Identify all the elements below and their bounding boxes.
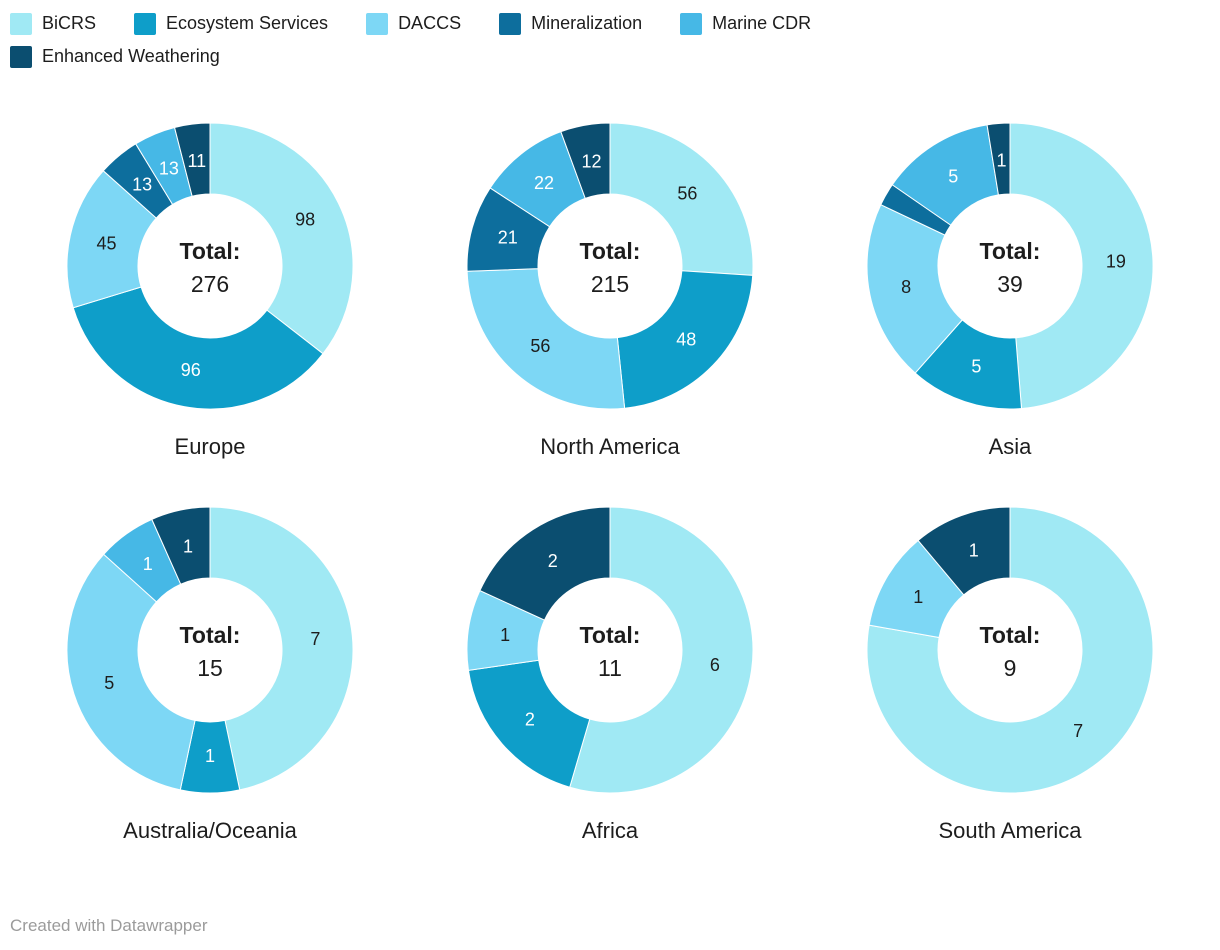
chart-europe: 98 96 45 13 13 11 Total: 276 Europe [10,116,410,462]
slice-value-label: 45 [96,233,116,253]
slice-value-label: 56 [677,184,697,204]
slice-bicrs[interactable] [209,506,354,791]
slice-enhanced-weathering[interactable] [917,506,1011,596]
slice-bicrs[interactable] [569,506,754,794]
slice-value-label: 96 [181,360,201,380]
chart-title: Africa [581,818,639,843]
slice-value-label: 22 [534,173,554,193]
donut-chart-europe: 98 96 45 13 13 11 Total: 276 [66,122,354,410]
slice-value-label: 8 [901,277,911,297]
slice-value-label: 1 [205,746,215,766]
slice-value-label: 2 [525,709,535,729]
chart-australia-oceania: 7 1 5 1 1 Total: 15 Australia/Oceania [10,500,410,846]
total-label: Total: [180,238,241,264]
legend-label: Enhanced Weathering [42,46,220,66]
slice-value-label: 5 [104,673,114,693]
chart-south-america: 7 1 1 Total: 9 South America [810,500,1210,846]
legend-label: BiCRS [42,13,97,33]
legend-label: Marine CDR [712,13,812,33]
donut-chart-africa: 6 2 1 2 Total: 11 [466,506,754,794]
legend-item-enhanced-weathering: Enhanced Weathering [10,45,220,68]
total-label: Total: [980,622,1041,648]
slice-value-label: 2 [548,551,558,571]
legend-swatch [10,12,32,35]
chart-title: Asia [988,434,1032,459]
legend-item-daccs: DACCS [366,12,461,35]
slice-value-label: 5 [948,166,958,186]
legend-swatch [366,12,389,35]
charts-grid: 98 96 45 13 13 11 Total: 276 Europe 56 48 56 21 22 12 T… [10,116,1210,846]
slice-value-label: 7 [310,629,320,649]
slice-value-label: 12 [581,152,601,172]
chart-north-america: 56 48 56 21 22 12 Total: 215 North America [410,116,810,462]
total-value: 276 [191,271,229,297]
slice-value-label: 98 [295,209,315,229]
legend-swatch [134,12,157,35]
slice-value-label: 1 [143,554,153,574]
slice-enhanced-weathering[interactable] [151,506,211,585]
slice-enhanced-weathering[interactable] [986,122,1011,196]
chart-asia: 19 5 8 5 1 Total: 39 Asia [810,116,1210,462]
slice-value-label: 56 [530,336,550,356]
legend-swatch [10,45,32,68]
total-value: 15 [197,655,223,681]
chart-title: Australia/Oceania [123,818,297,843]
total-label: Total: [580,238,641,264]
donut-chart-south-america: 7 1 1 Total: 9 [866,506,1154,794]
slice-value-label: 5 [971,357,981,377]
legend-swatch [680,12,703,35]
slice-ecosystem-services[interactable] [467,659,591,788]
slice-value-label: 1 [913,587,923,607]
chart-title: Europe [174,434,246,459]
slice-enhanced-weathering[interactable] [560,122,611,200]
slice-daccs[interactable] [66,553,196,791]
slice-value-label: 1 [996,150,1006,170]
slice-bicrs[interactable] [609,122,754,276]
legend-label: Mineralization [531,13,643,33]
legend-label: DACCS [398,13,462,33]
total-value: 215 [591,271,629,297]
legend-label: Ecosystem Services [166,13,329,33]
slice-ecosystem-services[interactable] [72,286,324,410]
chart-title: South America [938,818,1082,843]
total-value: 39 [997,271,1023,297]
slice-bicrs[interactable] [866,506,1154,794]
legend: BiCRS Ecosystem Services DACCS Mineralizati… [10,12,960,68]
donut-chart-north-america: 56 48 56 21 22 12 Total: 215 [466,122,754,410]
slice-daccs[interactable] [466,268,626,410]
legend-swatch [499,12,522,35]
total-label: Total: [580,622,641,648]
slice-value-label: 1 [500,625,510,645]
chart-title: North America [540,434,680,459]
total-label: Total: [180,622,241,648]
total-value: 9 [1004,655,1017,681]
slice-bicrs[interactable] [1009,122,1154,410]
total-value: 11 [598,655,622,681]
chart-africa: 6 2 1 2 Total: 11 Africa [410,500,810,846]
slice-value-label: 1 [969,540,979,560]
slice-daccs[interactable] [866,204,963,374]
slice-bicrs[interactable] [209,122,354,355]
slice-value-label: 1 [183,536,193,556]
slice-value-label: 7 [1073,721,1083,741]
slice-value-label: 6 [710,655,720,675]
slice-value-label: 19 [1106,252,1126,272]
slice-enhanced-weathering[interactable] [479,506,611,621]
slice-value-label: 13 [159,158,179,178]
slice-value-label: 48 [676,330,696,350]
legend-item-ecosystem-services: Ecosystem Services [134,12,328,35]
donut-chart-asia: 19 5 8 5 1 Total: 39 [866,122,1154,410]
total-label: Total: [980,238,1041,264]
slice-value-label: 11 [187,151,206,171]
legend-item-marine-cdr: Marine CDR [680,12,811,35]
slice-value-label: 21 [498,228,518,248]
slice-value-label: 13 [132,175,152,195]
datawrapper-credit[interactable]: Created with Datawrapper [10,916,208,935]
legend-item-bicrs: BiCRS [10,12,96,35]
slice-enhanced-weathering[interactable] [173,122,211,197]
slice-ecosystem-services[interactable] [616,270,754,409]
legend-item-mineralization: Mineralization [499,12,642,35]
